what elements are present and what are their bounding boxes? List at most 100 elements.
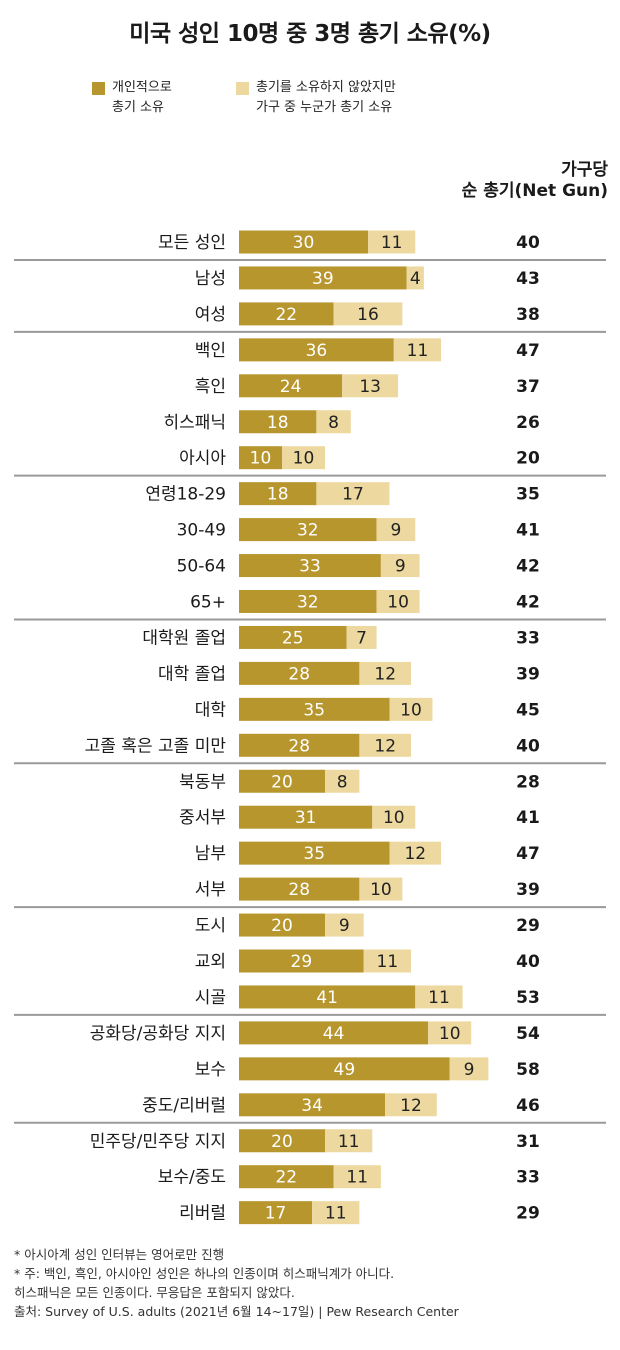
- net-value: 40: [516, 233, 540, 253]
- bar-household: [389, 697, 433, 721]
- bar-household: [428, 1021, 472, 1045]
- category-label: 교외: [195, 952, 226, 972]
- data-label-household: 4: [410, 269, 421, 289]
- data-label-personal: 28: [288, 736, 310, 756]
- footnote-source: 출처: Survey of U.S. adults (2021년 6월 14~1…: [14, 1304, 459, 1319]
- category-label: 대학: [195, 700, 227, 720]
- category-label: 리버럴: [179, 1204, 226, 1224]
- data-label-personal: 20: [271, 772, 293, 792]
- bar-personal: [239, 913, 325, 937]
- net-value: 42: [516, 557, 540, 577]
- category-label: 중서부: [179, 808, 226, 828]
- bar-personal: [239, 733, 360, 757]
- stacked-bar-chart: 모든 성인 30 11 40 남성 39 4 43 여성 22 16 38 백인 36 11 47 흑인 24 13…: [14, 230, 606, 1225]
- category-label: 북동부: [179, 772, 226, 792]
- bar-household: [368, 230, 416, 254]
- data-label-household: 9: [395, 557, 406, 577]
- data-label-personal: 28: [288, 664, 310, 684]
- data-label-personal: 18: [267, 413, 289, 433]
- footnotes: * 아시아계 성인 인터뷰는 영어로만 진행 * 주: 백인, 흑인, 아시아인…: [14, 1245, 459, 1321]
- category-label: 대학원 졸업: [142, 628, 226, 648]
- footnote-race-note: * 주: 백인, 흑인, 아시아인 성인은 하나의 인종이며 히스패닉계가 아니…: [14, 1266, 395, 1281]
- category-label: 아시아: [179, 449, 226, 469]
- data-label-household: 8: [337, 772, 348, 792]
- footnote-asian: * 아시아계 성인 인터뷰는 영어로만 진행: [14, 1247, 225, 1262]
- data-label-household: 9: [391, 521, 402, 541]
- category-label: 남성: [195, 269, 226, 289]
- data-label-personal: 44: [323, 1024, 345, 1044]
- data-label-personal: 20: [271, 916, 293, 936]
- bar-personal: [239, 769, 325, 793]
- net-value: 42: [516, 593, 540, 613]
- net-value: 40: [516, 736, 540, 756]
- data-label-personal: 34: [301, 1096, 323, 1116]
- bar-household: [342, 374, 399, 398]
- net-value: 46: [516, 1096, 540, 1116]
- bar-personal: [239, 949, 364, 973]
- data-label-personal: 39: [312, 269, 334, 289]
- bar-household: [325, 769, 360, 793]
- data-label-personal: 18: [267, 485, 289, 505]
- category-label: 고졸 혹은 고졸 미만: [85, 736, 227, 756]
- bar-household: [359, 661, 411, 685]
- net-value: 58: [516, 1060, 540, 1080]
- data-label-household: 9: [339, 916, 350, 936]
- bar-household: [346, 625, 377, 649]
- category-label: 시골: [195, 988, 226, 1008]
- net-value: 29: [516, 916, 540, 936]
- data-label-personal: 28: [288, 880, 310, 900]
- data-label-household: 7: [356, 628, 367, 648]
- bar-personal: [239, 985, 416, 1009]
- category-label: 대학 졸업: [158, 664, 226, 684]
- data-label-household: 10: [293, 449, 315, 469]
- net-value: 39: [516, 664, 540, 684]
- bar-personal: [239, 697, 390, 721]
- bar-personal: [239, 1129, 325, 1153]
- data-label-personal: 31: [295, 808, 317, 828]
- category-label: 흑인: [195, 377, 226, 397]
- data-label-household: 12: [404, 844, 426, 864]
- data-label-personal: 35: [303, 844, 325, 864]
- net-value: 33: [516, 1168, 540, 1188]
- net-value: 28: [516, 772, 540, 792]
- net-value: 47: [516, 844, 540, 864]
- bar-personal: [239, 877, 360, 901]
- data-label-household: 11: [325, 1204, 347, 1224]
- category-label: 백인: [195, 341, 226, 361]
- net-value: 37: [516, 377, 540, 397]
- category-label: 중도/리버럴: [142, 1096, 226, 1116]
- bar-household: [376, 518, 416, 542]
- bar-personal: [239, 338, 394, 362]
- data-label-household: 11: [346, 1168, 368, 1188]
- bar-personal: [239, 266, 407, 290]
- category-label: 여성: [195, 305, 226, 325]
- category-label: 서부: [195, 880, 226, 900]
- bar-personal: [239, 554, 381, 578]
- bar-personal: [239, 625, 347, 649]
- data-label-personal: 35: [303, 700, 325, 720]
- bar-household: [406, 266, 424, 290]
- data-label-household: 16: [357, 305, 379, 325]
- data-label-personal: 33: [299, 557, 321, 577]
- bar-household: [389, 841, 442, 865]
- bar-household: [372, 805, 416, 829]
- data-label-household: 17: [342, 485, 364, 505]
- legend-label-personal: 개인적으로 총기 소유: [112, 80, 172, 115]
- bar-personal: [239, 482, 317, 506]
- data-label-household: 10: [400, 700, 422, 720]
- net-value: 45: [516, 700, 540, 720]
- category-label: 30-49: [177, 521, 226, 541]
- category-label: 모든 성인: [158, 233, 226, 253]
- data-label-personal: 20: [271, 1132, 293, 1152]
- net-value: 41: [516, 808, 540, 828]
- bar-personal: [239, 1021, 429, 1045]
- bar-household: [333, 1165, 381, 1189]
- data-label-household: 11: [407, 341, 429, 361]
- data-label-personal: 36: [306, 341, 328, 361]
- category-label: 공화당/공화당 지지: [90, 1024, 226, 1044]
- bar-personal: [239, 518, 377, 542]
- bar-personal: [239, 841, 390, 865]
- category-label: 도시: [195, 916, 226, 936]
- net-value: 47: [516, 341, 540, 361]
- data-label-household: 12: [374, 664, 396, 684]
